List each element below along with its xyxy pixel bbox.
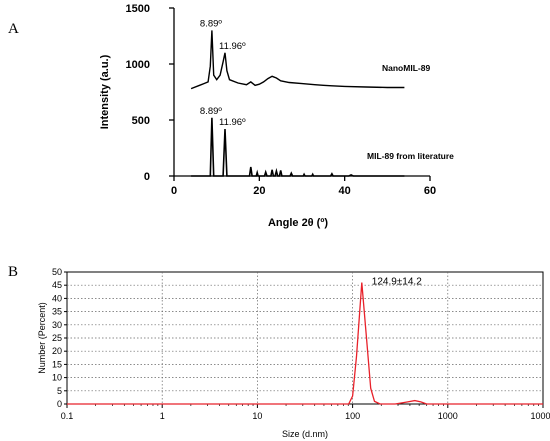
series-line: [191, 117, 405, 177]
x-axis-label: Angle 2θ (º): [268, 217, 328, 229]
size-distribution-line: [67, 282, 543, 405]
x-tick-label: 10: [252, 411, 262, 421]
peak-size-annotation: 124.9±14.2: [372, 277, 422, 288]
series-label-literature: MIL-89 from literature: [367, 151, 454, 161]
y-axis-label: Number (Percent): [37, 302, 47, 374]
x-tick-label: 0.1: [61, 411, 74, 421]
x-axis-label: Size (d.nm): [282, 429, 328, 439]
y-tick-label: 500: [132, 115, 150, 127]
y-tick-label: 15: [52, 359, 62, 369]
dls-chart: 0 5 10 15 20 25 30 35 40 45 50 0.1 1 10 100 1000 10000 1…: [37, 267, 550, 439]
panel-letter-b: B: [8, 264, 18, 280]
x-tick-label: 100: [345, 411, 360, 421]
x-tick-label: 10000: [530, 411, 550, 421]
y-tick-label: 50: [52, 267, 62, 277]
x-tick-label: 0: [171, 185, 177, 197]
y-tick-label: 35: [52, 307, 62, 317]
series-line: [190, 30, 405, 90]
y-axis-label: Intensity (a.u.): [99, 54, 111, 129]
x-tick-label: 1: [160, 411, 165, 421]
peak-label: 8.89º: [200, 18, 222, 29]
x-tick-label: 40: [339, 185, 351, 197]
y-tick-label: 25: [52, 333, 62, 343]
x-tick-label: 20: [253, 185, 265, 197]
y-tick-label: 0: [144, 171, 150, 183]
y-tick-label: 10: [52, 373, 62, 383]
y-tick-label: 0: [57, 399, 62, 409]
y-tick-label: 5: [57, 386, 62, 396]
x-tick-label: 60: [424, 185, 436, 197]
peak-label: 11.96º: [219, 117, 246, 128]
y-tick-label: 30: [52, 320, 62, 330]
series-label-nanomil: NanoMIL-89: [382, 63, 430, 73]
y-tick-label: 1000: [126, 59, 150, 71]
y-tick-label: 1500: [126, 3, 150, 15]
x-tick-label: 1000: [438, 411, 458, 421]
panel-letter-a: A: [8, 21, 19, 37]
y-tick-label: 45: [52, 280, 62, 290]
y-tick-label: 40: [52, 293, 62, 303]
peak-label: 11.96º: [219, 41, 246, 52]
peak-label: 8.89º: [200, 106, 222, 117]
y-tick-label: 20: [52, 346, 62, 356]
